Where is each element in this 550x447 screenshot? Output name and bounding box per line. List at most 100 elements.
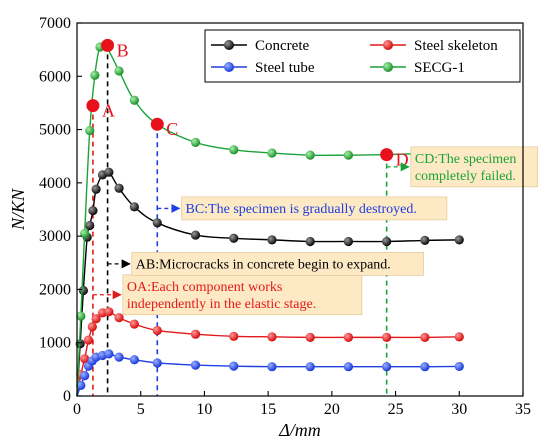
series-point-3-1 [76,311,86,321]
annotation-1: AB:Microcracks in concrete begin to expa… [107,252,424,276]
series-point-0-9 [114,183,124,193]
series-point-0-10 [129,202,139,212]
annotations: OA:Each component works independently in … [92,146,538,316]
annotation-box-1 [131,252,424,276]
annotation-0: OA:Each component works independently in … [92,274,363,316]
plot-frame [76,22,524,397]
series-point-1-8 [114,313,124,323]
series-point-3-14 [343,150,354,160]
series-point-2-13 [267,362,277,372]
series-point-0-11 [152,218,162,228]
legend-marker-3 [383,62,393,72]
x-tick-label-0: 0 [73,401,81,418]
series-point-2-14 [305,362,315,372]
annotation-text-3-1: completely failed. [415,169,516,184]
series-point-1-17 [420,332,430,342]
x-tick-label-7: 35 [515,401,531,418]
legend-label-2: Steel tube [255,60,315,76]
series-point-0-14 [267,235,277,245]
series-point-0-16 [343,236,354,247]
x-tick-label-5: 25 [388,401,404,418]
annotation-box-2 [181,196,448,221]
series-point-1-3 [83,335,94,345]
y-tick-label-7: 7000 [39,15,71,32]
series-point-0-15 [305,236,315,247]
series-point-2-18 [454,361,464,372]
series-point-3-2 [80,228,90,239]
y-tick-label-2: 2000 [39,281,71,298]
legend: Concrete Steel skeleton Steel tube SECG-1 [204,29,521,83]
legend-label-0: Concrete [255,38,309,54]
legend-marker-2 [224,62,234,72]
series-point-3-8 [129,95,139,105]
y-tick-label-3: 3000 [39,228,71,245]
series-point-3-11 [229,145,239,155]
legend-label-1: Steel skeleton [414,38,498,54]
key-point-B [101,38,115,52]
y-axis-label: N/KN [8,188,28,231]
series-point-2-16 [382,362,392,372]
series-point-0-18 [420,235,430,246]
series-point-2-8 [114,352,124,362]
series-point-1-18 [454,332,464,342]
series-point-3-7 [114,66,124,76]
series-point-2-15 [343,362,354,372]
key-point-D [380,148,394,162]
series-point-3-3 [85,126,95,136]
series-point-1-14 [305,332,315,342]
series-point-1-7 [104,307,114,317]
annotation-2: BC:The specimen is gradually destroyed. [157,196,448,221]
x-tick-label-6: 30 [451,401,467,418]
series-point-0-17 [382,236,392,247]
series-point-0-5 [88,205,98,216]
series-point-2-17 [420,362,430,372]
legend-marker-0 [224,40,234,50]
x-tick-label-2: 10 [196,401,212,418]
annotation-box-3 [410,146,538,188]
series-point-0-8 [104,167,114,177]
annotation-3: CD:The specimen completely failed. [386,146,538,188]
legend-box [204,29,521,83]
series-point-3-12 [267,148,277,158]
annotation-text-3-0: CD:The specimen [415,152,516,167]
series-point-2-1 [76,380,86,390]
annotation-text-1-0: AB:Microcracks in concrete begin to expa… [136,257,391,272]
series-point-0-2 [78,285,88,296]
x-tick-label-4: 20 [324,401,340,418]
series-point-3-4 [90,70,100,80]
series-point-2-9 [129,355,139,365]
series-point-3-10 [190,137,201,147]
series-point-1-12 [229,331,239,341]
annotation-box-0 [122,274,363,316]
series-point-0-13 [229,233,239,243]
series-point-1-4 [87,322,97,332]
annotation-text-2-0: BC:The specimen is gradually destroyed. [185,202,416,217]
key-point-A [86,99,100,113]
annotation-text-0-0: OA:Each component works [127,280,283,295]
series-point-2-7 [104,349,114,359]
series-point-0-12 [190,230,201,240]
series-point-1-2 [80,354,90,364]
series-point-2-10 [152,358,162,368]
series-point-1-11 [190,329,201,339]
key-point-C [150,117,164,131]
key-point-label-A: A [102,101,115,121]
key-point-label-C: C [166,119,178,139]
axes: 0 5 10 15 20 25 30 35 0 1000 2000 3000 4000 5000 6000 7… [8,15,531,440]
series-point-2-12 [229,361,239,371]
x-axis-label: Δ/mm [278,420,321,440]
legend-marker-1 [383,40,393,50]
series-point-0-19 [454,235,464,245]
series-point-1-5 [91,314,101,324]
series-point-2-2 [80,371,90,381]
series-point-0-6 [91,184,101,194]
series-point-3-13 [305,150,315,160]
series-point-1-15 [343,332,354,342]
y-tick-label-1: 1000 [39,335,71,352]
series-point-1-9 [129,319,139,329]
annotation-text-0-1: independently in the elastic stage. [127,297,316,312]
y-tick-label-5: 5000 [39,122,71,139]
legend-label-3: SECG-1 [414,60,465,76]
series-point-1-16 [382,332,392,342]
